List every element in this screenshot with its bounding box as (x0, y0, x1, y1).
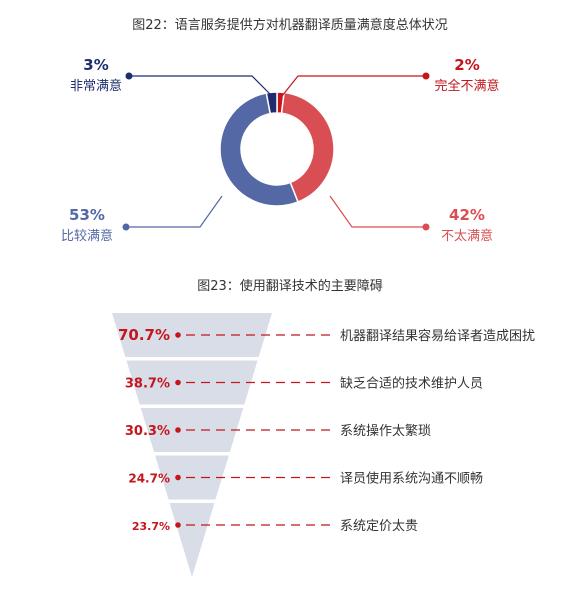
leader-dot-very-satisfied (125, 72, 133, 80)
funnel-value-1: 38.7% (125, 377, 170, 392)
donut-slice-3 (265, 91, 278, 115)
funnel-chart: 图23：使用翻译技术的主要障碍 70.7% 机器翻译结果容易给译者造成困扰 38.7… (112, 278, 535, 577)
funnel-label-1: 缺乏合适的技术维护人员 (340, 376, 483, 392)
leader-dot-very-unsatisfied (422, 72, 430, 80)
pct-very-satisfied: 3% (83, 56, 108, 74)
funnel-dot-3 (175, 474, 181, 481)
funnel-dot-1 (175, 379, 181, 386)
funnel-label-0: 机器翻译结果容易给译者造成困扰 (340, 328, 535, 344)
leader-dot-fairly-satisfied (122, 223, 130, 231)
funnel-value-0: 70.7% (118, 326, 170, 344)
funnel-label-2: 系统操作太繁琐 (340, 423, 431, 439)
funnel-label-4: 系统定价太贵 (340, 519, 418, 534)
donut-chart-title: 图22：语言服务提供方对机器翻译质量满意度总体状况 (132, 17, 448, 33)
funnel-segment-4 (169, 503, 215, 577)
pct-very-unsatisfied: 2% (454, 56, 479, 74)
label-fairly-satisfied: 比较满意 (61, 228, 113, 244)
donut-slice-2 (219, 92, 299, 207)
funnel-dot-2 (175, 427, 181, 433)
funnel-value-3: 24.7% (128, 472, 170, 486)
label-not-very-satisfied: 不太满意 (441, 228, 493, 244)
donut-segments (219, 91, 335, 207)
leader-line-fairly-satisfied (126, 195, 223, 228)
leader-line-very-unsatisfied (281, 75, 426, 97)
leader-dot-not-very-satisfied (422, 223, 430, 231)
label-very-unsatisfied: 完全不满意 (434, 78, 499, 94)
label-very-satisfied: 非常满意 (70, 78, 122, 94)
pct-fairly-satisfied: 53% (69, 206, 105, 224)
leader-line-not-very-satisfied (329, 195, 426, 228)
funnel-label-3: 译员使用系统沟通不顺畅 (340, 471, 483, 487)
pct-not-very-satisfied: 42% (449, 206, 485, 224)
leader-line-very-satisfied (129, 75, 273, 97)
funnel-value-2: 30.3% (125, 424, 170, 439)
donut-chart: 图22：语言服务提供方对机器翻译质量满意度总体状况 3% 非常满意 2% 完全不… (61, 17, 500, 244)
funnel-rows: 70.7% 机器翻译结果容易给译者造成困扰 38.7% 缺乏合适的技术维护人员 30.3… (112, 313, 535, 577)
funnel-dot-0 (175, 332, 181, 338)
funnel-dot-4 (175, 522, 181, 528)
funnel-value-4: 23.7% (132, 520, 170, 533)
funnel-chart-title: 图23：使用翻译技术的主要障碍 (197, 278, 383, 294)
